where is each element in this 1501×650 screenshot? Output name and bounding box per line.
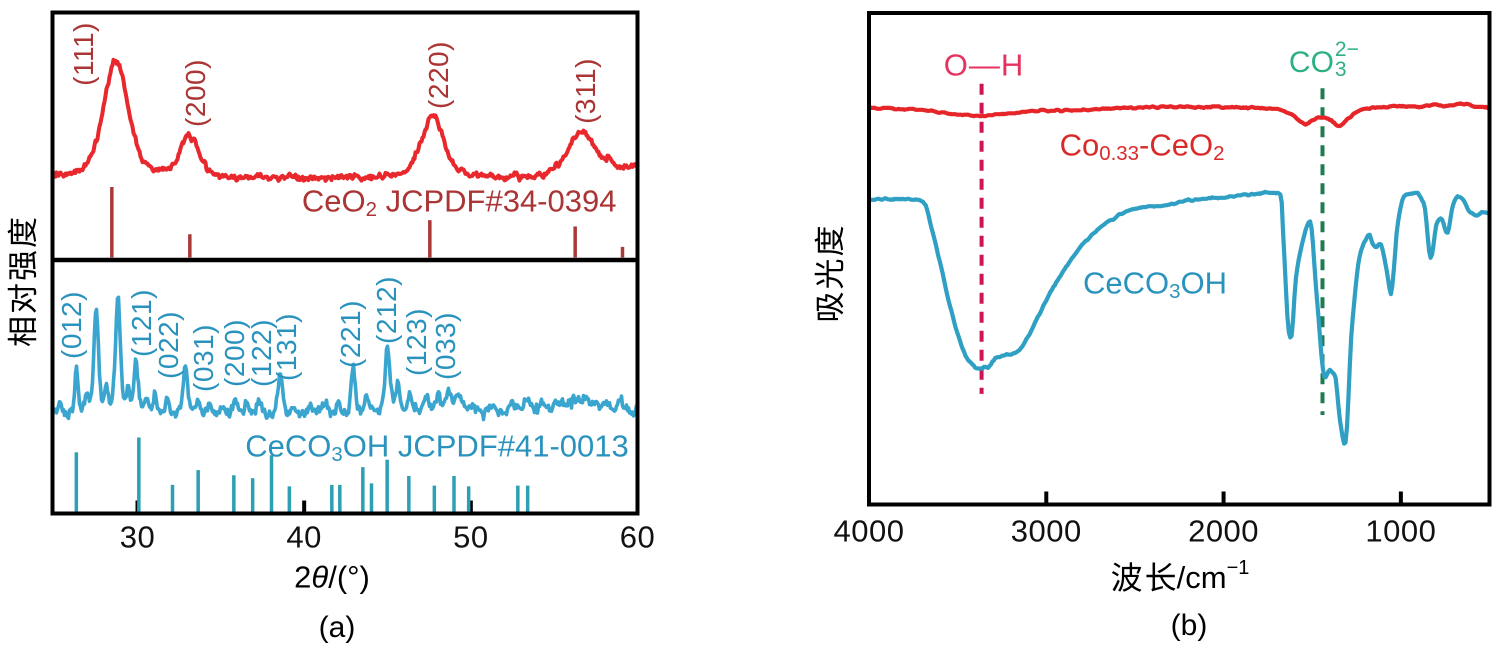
text-segment: 2 bbox=[365, 198, 377, 222]
ftir-plot-border bbox=[867, 11, 1492, 507]
text-segment: 3 bbox=[1169, 279, 1181, 303]
peak-label-123: (123) bbox=[400, 307, 432, 376]
cjk-glyph-光 bbox=[814, 259, 844, 289]
x-axis-label-wavenumber: /cm −1 bbox=[1111, 557, 1250, 595]
peak-label-111: (111) bbox=[67, 22, 99, 86]
cjk-glyph-相 bbox=[7, 318, 37, 347]
xrd-x-tick-label: 60 bbox=[619, 519, 656, 555]
peak-label-012: (012) bbox=[55, 291, 87, 360]
ftir-ceco3oh-curve bbox=[871, 189, 1488, 446]
cjk-glyph-度 bbox=[814, 226, 844, 256]
x-axis-label-unit-exponent: −1 bbox=[1226, 557, 1250, 579]
text-segment: CeCO bbox=[1082, 265, 1170, 301]
series-label-ceco3oh: CeCO3OH bbox=[1083, 267, 1227, 302]
xrd-x-tick-label: 30 bbox=[119, 519, 156, 555]
x-axis-label-2theta: 2θ/(°) bbox=[294, 562, 370, 593]
peak-label-221: (221) bbox=[335, 300, 366, 368]
ref-label-ceo2-jcpdf: CeO2 JCPDF#34-0394 bbox=[302, 186, 617, 221]
text-segment: JCPDF#34-0394 bbox=[376, 183, 617, 219]
text-segment: OH bbox=[1180, 265, 1227, 301]
ftir-co033-ceo2-curve bbox=[871, 101, 1488, 129]
peak-label-200: (200) bbox=[179, 59, 211, 128]
xrd-plot-border bbox=[50, 10, 640, 516]
ftir-x-tick-label: 2000 bbox=[1188, 513, 1260, 549]
text-segment: CeCO bbox=[245, 428, 332, 464]
panel-letter-a: (a) bbox=[318, 611, 356, 644]
cjk-glyph-吸 bbox=[816, 292, 844, 321]
y-axis-label-relative-intensity bbox=[7, 217, 38, 347]
cjk-glyph-长 bbox=[1146, 562, 1176, 592]
cjk-glyph-波 bbox=[1111, 562, 1142, 592]
x-axis-label-unit: /cm bbox=[1176, 559, 1227, 595]
x-axis-label-2theta-suffix: /(°) bbox=[328, 559, 370, 595]
text-segment: 0.33 bbox=[1099, 142, 1139, 166]
peak-label-022: (022) bbox=[153, 310, 184, 379]
text-segment: Co bbox=[1059, 127, 1100, 163]
peak-label-131: (131) bbox=[271, 313, 302, 381]
xrd-ceco3oh-curve bbox=[54, 295, 636, 422]
xrd-x-tick-label: 50 bbox=[453, 519, 489, 555]
annotation-co3-sup: 2− bbox=[1334, 38, 1359, 62]
x-axis-label-wavelength-cjk bbox=[1111, 561, 1177, 593]
cjk-glyph-度 bbox=[7, 218, 37, 247]
annotation-oh: O—H bbox=[943, 47, 1025, 83]
peak-label-311: (311) bbox=[570, 58, 602, 125]
y-axis-label-absorbance bbox=[814, 226, 845, 323]
theta-symbol: θ bbox=[311, 559, 329, 595]
text-segment: 3 bbox=[331, 443, 343, 467]
ref-label-ceco3oh-jcpdf: CeCO3OH JCPDF#41-0013 bbox=[245, 431, 629, 466]
ftir-x-tick-label: 4000 bbox=[833, 513, 905, 549]
peak-label-200: (200) bbox=[218, 319, 250, 387]
cjk-glyph-强 bbox=[9, 251, 37, 280]
text-segment: 2 bbox=[1213, 142, 1225, 166]
annotation-co3: CO 2− 3 bbox=[1288, 39, 1359, 82]
cjk-glyph-对 bbox=[7, 284, 37, 313]
x-axis-label-2theta-prefix: 2 bbox=[294, 559, 312, 595]
text-segment: -CeO bbox=[1139, 127, 1214, 163]
xrd-x-tick-label: 40 bbox=[286, 519, 322, 555]
panel-letter-b: (b) bbox=[1170, 609, 1208, 642]
annotation-co3-base: CO bbox=[1288, 46, 1334, 80]
peak-label-220: (220) bbox=[422, 40, 454, 109]
text-segment: CeO bbox=[301, 183, 366, 219]
ftir-x-tick-label: 1000 bbox=[1365, 513, 1437, 549]
annotation-co3-sub: 3 bbox=[1334, 58, 1347, 82]
peak-label-031: (031) bbox=[187, 324, 219, 393]
series-label-co033-ceo2: Co0.33-CeO2 bbox=[1060, 130, 1225, 165]
text-segment: OH JCPDF#41-0013 bbox=[342, 428, 629, 464]
peak-label-033: (033) bbox=[430, 311, 462, 380]
ftir-x-tick-label: 3000 bbox=[1010, 513, 1082, 549]
xrd-ceo2-curve bbox=[54, 57, 636, 183]
peak-label-212: (212) bbox=[371, 276, 402, 344]
